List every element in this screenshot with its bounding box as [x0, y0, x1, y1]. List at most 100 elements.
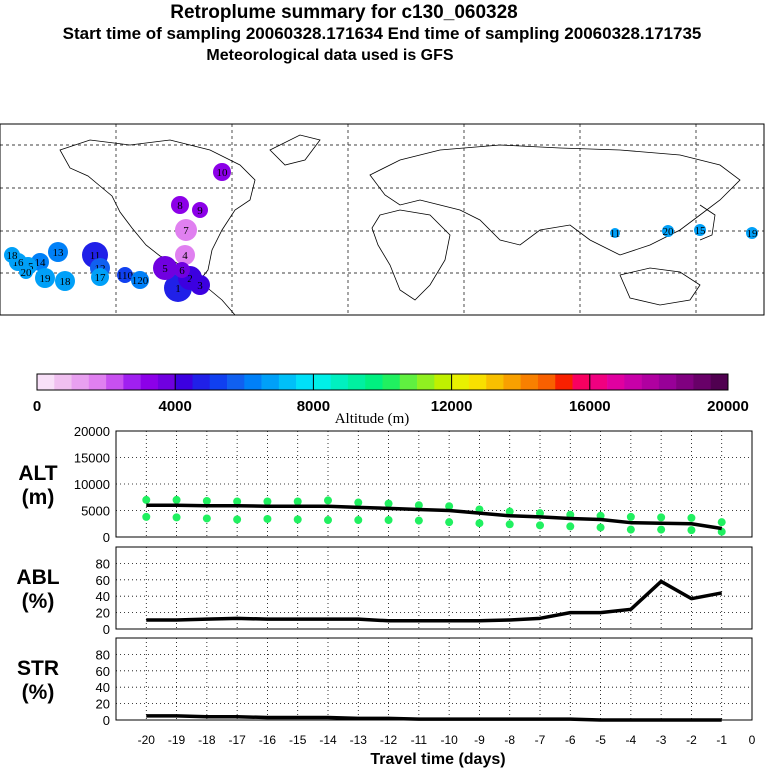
- colorbar-swatch: [244, 374, 262, 390]
- particle-point: [445, 502, 454, 511]
- particle-point: [293, 515, 302, 524]
- particle-point: [626, 512, 635, 521]
- x-tick-label: -9: [474, 733, 485, 747]
- particle-point: [142, 495, 151, 504]
- particle-point: [505, 520, 514, 529]
- world-map: [0, 123, 765, 316]
- y-axis-label: (m): [22, 486, 55, 509]
- colorbar-swatch: [209, 374, 228, 390]
- map-marker-label: 120: [132, 275, 149, 287]
- y-axis-label: STR: [17, 657, 59, 680]
- map-marker-label: 19: [40, 273, 52, 285]
- x-tick-label: -18: [198, 733, 216, 747]
- colorbar-swatch: [658, 374, 677, 390]
- x-tick-label: -16: [259, 733, 277, 747]
- particle-point: [202, 496, 211, 505]
- particle-point: [354, 516, 363, 525]
- colorbar-swatch: [607, 374, 625, 390]
- particle-point: [536, 521, 544, 530]
- map-marker: [174, 262, 190, 278]
- series-line-alt: [146, 503, 722, 531]
- map-marker-label: 11: [610, 228, 621, 240]
- y-tick-label: 80: [96, 556, 110, 571]
- map-marker: [175, 245, 195, 265]
- particle-point: [202, 514, 211, 523]
- map-marker-label: 18: [60, 276, 72, 288]
- map-marker: [662, 225, 674, 237]
- y-tick-label: 40: [96, 680, 110, 695]
- colorbar-swatch: [382, 374, 401, 390]
- colorbar-tick-labels: 0 4000 8000 12000 16000 20000: [33, 398, 749, 415]
- y-tick-label: 10000: [74, 477, 110, 492]
- y-axis-label: (%): [22, 681, 55, 704]
- x-tick-label: -2: [686, 733, 697, 747]
- particle-point: [717, 518, 726, 527]
- particle-point: [263, 497, 272, 506]
- colorbar-swatch: [572, 374, 591, 390]
- colorbar-swatch: [261, 374, 280, 390]
- sampling-time-line: Start time of sampling 20060328.171634 E…: [62, 24, 702, 43]
- particle-point: [384, 516, 393, 525]
- x-tick-label: -5: [595, 733, 606, 747]
- map-marker: [694, 224, 706, 236]
- colorbar-swatch: [486, 374, 504, 390]
- map-marker: [610, 228, 620, 238]
- colorbar-swatch: [278, 374, 297, 390]
- particle-point: [142, 512, 151, 521]
- y-tick-label: 40: [96, 589, 110, 604]
- map-marker-label: 13: [53, 247, 65, 259]
- colorbar-swatch: [54, 374, 72, 390]
- y-tick-label: 60: [96, 573, 110, 588]
- particle-point: [233, 515, 242, 524]
- map-marker-label: 17: [95, 272, 107, 284]
- particle-point: [324, 496, 332, 505]
- y-axis-label: ALT: [18, 462, 57, 485]
- x-tick-label: -8: [504, 733, 515, 747]
- x-tick-label: -12: [380, 733, 398, 747]
- map-frame: [0, 123, 765, 316]
- colorbar-swatch: [347, 374, 366, 390]
- map-marker-label: 110: [117, 270, 134, 282]
- map-marker-label: 15: [695, 225, 707, 237]
- particle-point: [566, 522, 575, 531]
- timeseries-panels: 20000150001000050000ALT(m)806040200ABL(%…: [16, 424, 753, 728]
- map-marker: [171, 196, 189, 214]
- particle-point: [657, 513, 666, 522]
- map-marker: [91, 268, 109, 286]
- colorbar-swatch: [140, 374, 159, 390]
- particle-point: [324, 516, 332, 525]
- map-marker: [153, 256, 177, 280]
- colorbar-swatch: [451, 374, 470, 390]
- colorbar-swatch: [693, 374, 712, 390]
- x-tick-label: -6: [565, 733, 576, 747]
- map-marker: [4, 247, 20, 263]
- particle-point: [414, 516, 423, 525]
- y-tick-label: 60: [96, 664, 110, 679]
- map-marker: [48, 242, 68, 262]
- colorbar-swatch: [676, 374, 694, 390]
- map-marker: [117, 267, 133, 283]
- colorbar-swatch: [88, 374, 107, 390]
- particle-point: [687, 526, 696, 535]
- colorbar-tick-label: 0: [33, 398, 41, 415]
- particle-point: [445, 518, 454, 527]
- colorbar-tick-label: 12000: [431, 398, 473, 415]
- x-tick-label: 0: [749, 733, 756, 747]
- colorbar-swatch: [192, 374, 211, 390]
- map-marker: [190, 275, 210, 295]
- colorbar-swatch: [624, 374, 642, 390]
- colorbar-swatch: [537, 374, 556, 390]
- particle-point: [172, 495, 181, 504]
- colorbar-swatch: [175, 374, 193, 390]
- map-marker: [213, 163, 231, 181]
- series-line-str: [146, 714, 722, 722]
- map-marker-label: 2: [187, 273, 193, 285]
- particle-point: [414, 501, 423, 510]
- x-tick-label: -15: [289, 733, 307, 747]
- panel-frame: [115, 430, 753, 538]
- particle-point: [687, 513, 696, 522]
- map-marker: [131, 271, 149, 289]
- map-marker-label: 11: [90, 250, 101, 262]
